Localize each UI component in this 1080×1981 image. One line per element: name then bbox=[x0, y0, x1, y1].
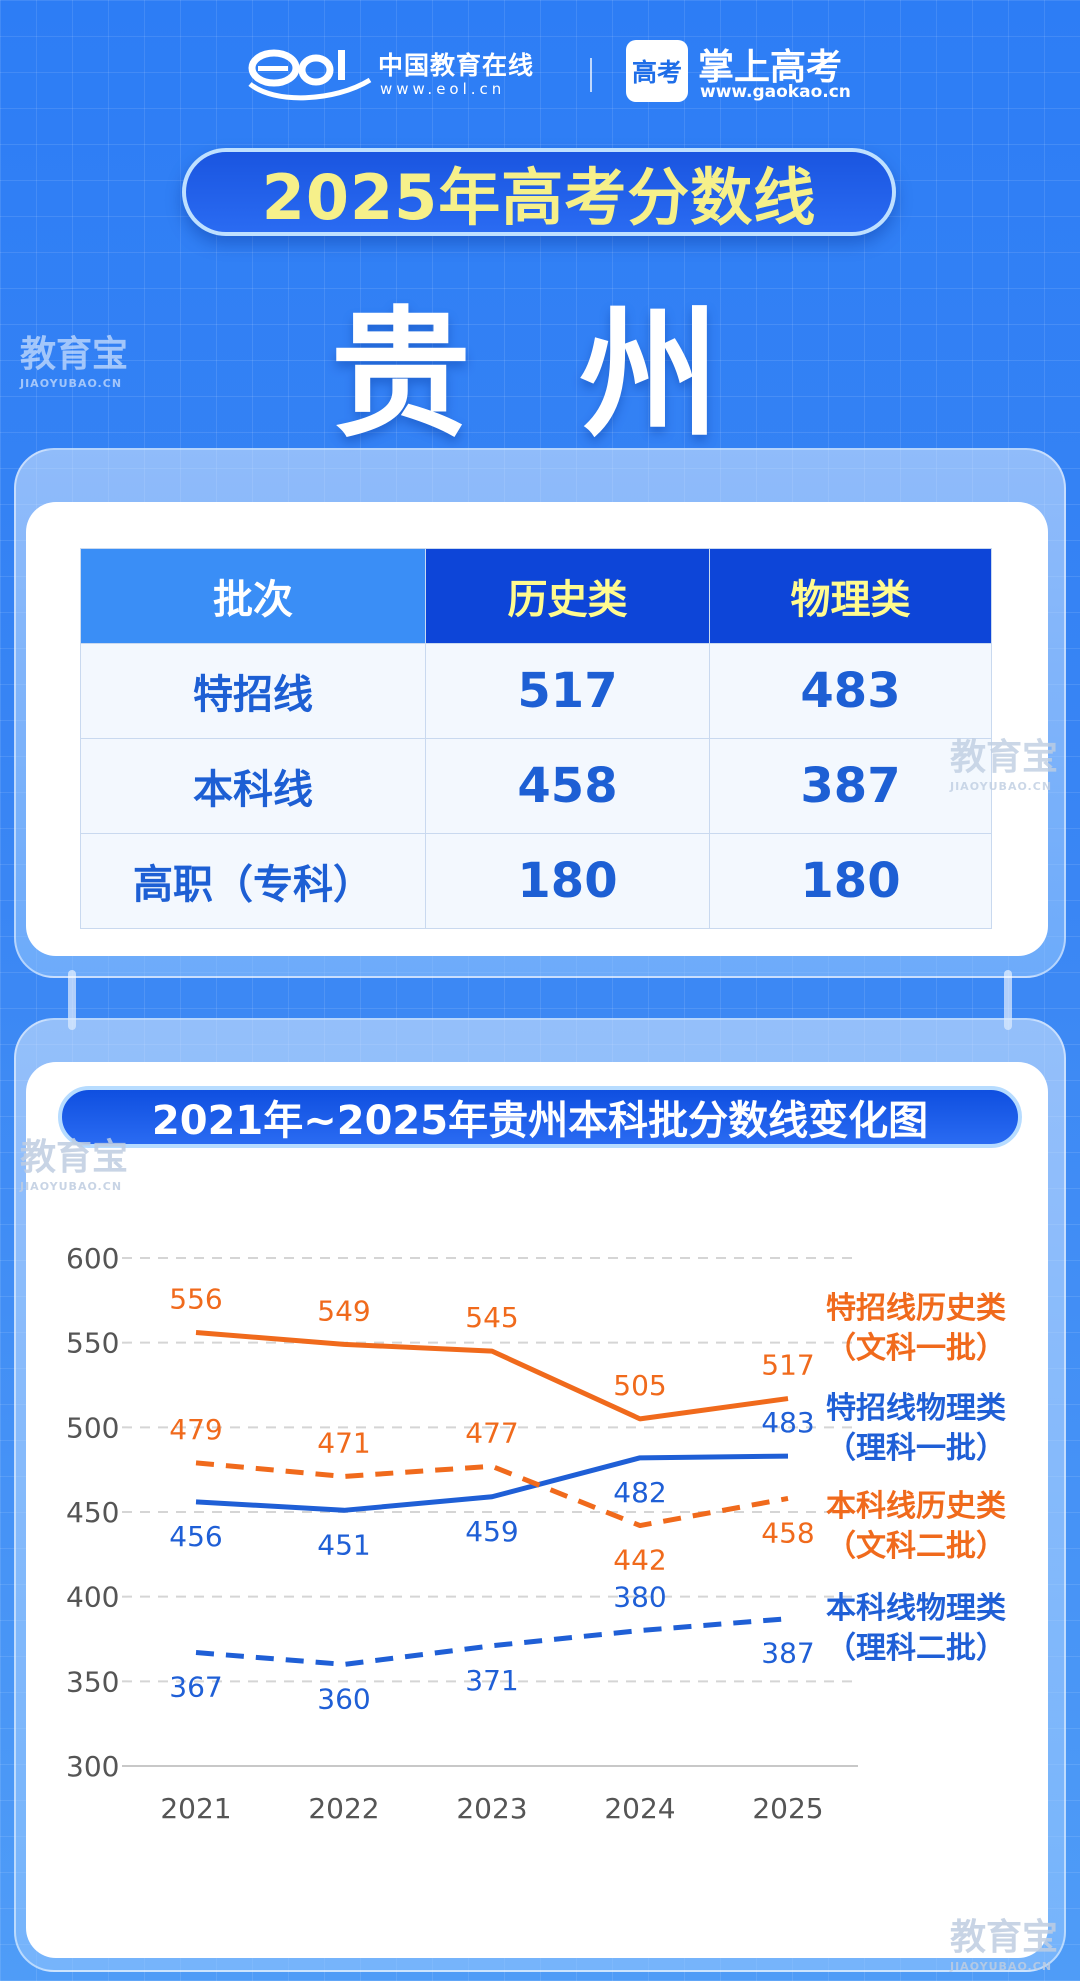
x-tick-label: 2023 bbox=[456, 1792, 527, 1825]
watermark-sub: JIAOYUBAO.CN bbox=[20, 377, 123, 390]
chart-card bbox=[26, 1062, 1048, 1958]
row-label: 高职（专科） bbox=[80, 833, 426, 929]
data-label: 367 bbox=[169, 1671, 222, 1704]
y-tick-label: 550 bbox=[66, 1327, 119, 1360]
data-label: 556 bbox=[169, 1283, 222, 1316]
data-label: 483 bbox=[761, 1406, 814, 1439]
row-label: 特招线 bbox=[80, 643, 426, 739]
data-label: 387 bbox=[761, 1637, 814, 1670]
province-title: 贵 州 bbox=[330, 294, 750, 457]
y-tick-label: 350 bbox=[66, 1665, 119, 1698]
y-tick-label: 300 bbox=[66, 1750, 119, 1783]
data-label: 482 bbox=[613, 1476, 666, 1509]
watermark-main: 教育宝 bbox=[950, 737, 1059, 778]
page-title: 2025年高考分数线 bbox=[182, 148, 896, 236]
data-label: 360 bbox=[317, 1682, 370, 1715]
physics-score: 180 bbox=[709, 833, 992, 929]
data-label: 456 bbox=[169, 1520, 222, 1553]
x-tick-label: 2024 bbox=[604, 1792, 675, 1825]
gaokao-url: www.gaokao.cn bbox=[700, 82, 851, 102]
data-label: 471 bbox=[317, 1426, 370, 1459]
watermark-sub: JIAOYUBAO.CN bbox=[20, 1180, 123, 1193]
data-label: 371 bbox=[465, 1664, 518, 1697]
legend-sublabel: （理科一批） bbox=[826, 1431, 1006, 1466]
eol-url: www.eol.cn bbox=[380, 80, 506, 98]
legend-label: 特招线历史类 bbox=[826, 1291, 1006, 1326]
data-label: 517 bbox=[761, 1349, 814, 1382]
history-score: 458 bbox=[425, 738, 710, 834]
watermark-main: 教育宝 bbox=[20, 1137, 129, 1178]
data-label: 477 bbox=[465, 1416, 518, 1449]
watermark-main: 教育宝 bbox=[20, 334, 129, 375]
legend-sublabel: （理科二批） bbox=[826, 1631, 1006, 1666]
watermark-main: 教育宝 bbox=[950, 1917, 1059, 1958]
legend-label: 本科线物理类 bbox=[826, 1591, 1006, 1626]
data-label: 458 bbox=[761, 1516, 814, 1549]
table-row: 特招线 517 483 bbox=[80, 643, 992, 739]
y-tick-label: 600 bbox=[66, 1242, 119, 1275]
gaokao-brand: 掌上高考 bbox=[698, 47, 843, 88]
watermark-sub: JIAOYUBAO.CN bbox=[950, 780, 1053, 793]
header-physics: 物理类 bbox=[709, 548, 992, 644]
card-connector bbox=[68, 970, 76, 1030]
chart-title: 2021年~2025年贵州本科批分数线变化图 bbox=[58, 1086, 1022, 1148]
gaokao-logo-icon: 高考 bbox=[626, 40, 688, 102]
header: 中国教育在线 www.eol.cn 高考 掌上高考 www.gaokao.cn bbox=[0, 36, 1080, 106]
row-label: 本科线 bbox=[80, 738, 426, 834]
y-tick-label: 450 bbox=[66, 1496, 119, 1529]
watermark-sub: JIAOYUBAO.CN bbox=[950, 1960, 1053, 1973]
series-line bbox=[195, 1330, 789, 1422]
legend-label: 特招线物理类 bbox=[826, 1391, 1006, 1426]
header-batch: 批次 bbox=[80, 548, 426, 644]
data-label: 549 bbox=[317, 1294, 370, 1327]
y-tick-label: 400 bbox=[66, 1581, 119, 1614]
series-line bbox=[195, 1616, 789, 1667]
series-line bbox=[195, 1460, 789, 1529]
watermark: 教育宝 JIAOYUBAO.CN bbox=[20, 1128, 128, 1193]
x-tick-label: 2021 bbox=[160, 1792, 231, 1825]
data-label: 451 bbox=[317, 1528, 370, 1561]
data-label: 380 bbox=[613, 1581, 666, 1614]
x-tick-label: 2025 bbox=[752, 1792, 823, 1825]
watermark: 教育宝 JIAOYUBAO.CN bbox=[950, 1908, 1058, 1973]
table-header-row: 批次 历史类 物理类 bbox=[80, 548, 992, 644]
history-score: 180 bbox=[425, 833, 710, 929]
eol-logo-icon bbox=[248, 49, 372, 101]
data-label: 505 bbox=[613, 1369, 666, 1402]
score-table: 批次 历史类 物理类 特招线 517 483 本科线 458 387 高职（专科… bbox=[80, 548, 992, 929]
header-history: 历史类 bbox=[425, 548, 710, 644]
data-label: 442 bbox=[613, 1544, 666, 1577]
legend-sublabel: （文科一批） bbox=[826, 1331, 1006, 1366]
table-row: 高职（专科） 180 180 bbox=[80, 833, 992, 929]
data-label: 545 bbox=[465, 1301, 518, 1334]
physics-score: 387 bbox=[709, 738, 992, 834]
eol-brand: 中国教育在线 bbox=[378, 51, 535, 80]
header-divider bbox=[590, 58, 592, 92]
y-tick-label: 500 bbox=[66, 1411, 119, 1444]
line-chart: 300 350 400 450 500 550 600 2021 2022 2023 2024 202… bbox=[66, 1242, 1006, 1825]
watermark: 教育宝 JIAOYUBAO.CN bbox=[20, 325, 128, 390]
physics-score: 483 bbox=[709, 643, 992, 739]
series-line bbox=[195, 1453, 789, 1513]
table-row: 本科线 458 387 bbox=[80, 738, 992, 834]
x-tick-label: 2022 bbox=[308, 1792, 379, 1825]
card-connector bbox=[1004, 970, 1012, 1030]
legend-sublabel: （文科二批） bbox=[826, 1529, 1006, 1564]
legend-label: 本科线历史类 bbox=[826, 1489, 1006, 1524]
data-label: 479 bbox=[169, 1413, 222, 1446]
data-label: 459 bbox=[465, 1515, 518, 1548]
watermark: 教育宝 JIAOYUBAO.CN bbox=[950, 728, 1058, 793]
history-score: 517 bbox=[425, 643, 710, 739]
